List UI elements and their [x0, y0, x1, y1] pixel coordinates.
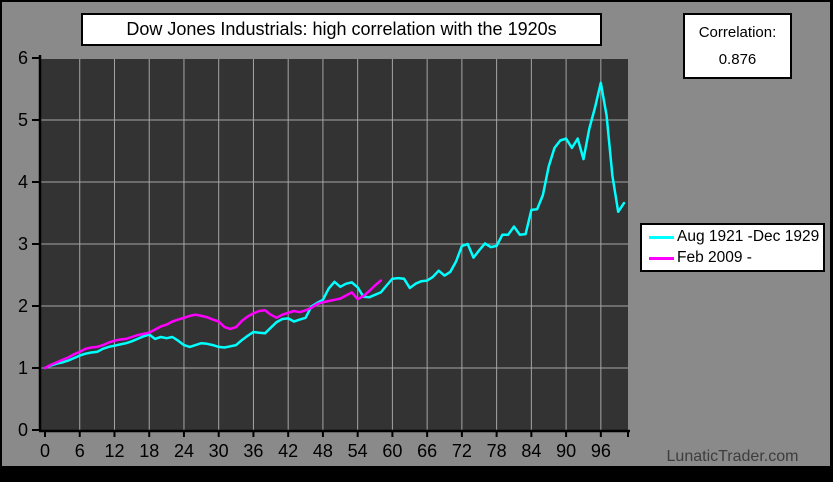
y-tick-label: 1: [17, 358, 28, 378]
chart-title: Dow Jones Industrials: high correlation …: [126, 19, 557, 39]
x-tick-label: 66: [417, 441, 438, 461]
correlation-value: 0.876: [718, 50, 757, 68]
x-tick-label: 42: [278, 441, 299, 461]
x-tick-label: 30: [208, 441, 229, 461]
series-line-2009: [43, 279, 383, 370]
y-tick-label: 4: [17, 172, 28, 192]
correlation-box: Correlation: 0.876: [683, 13, 792, 79]
y-tick-label: 3: [17, 234, 28, 254]
x-tick-label: 48: [312, 441, 333, 461]
x-tick-label: 54: [347, 441, 368, 461]
x-tick-label: 84: [521, 441, 542, 461]
x-tick-label: 96: [590, 441, 611, 461]
legend-label-1920s: Aug 1921 -Dec 1929: [677, 228, 820, 245]
x-tick-label: 60: [382, 441, 403, 461]
correlation-label: Correlation:: [698, 24, 777, 42]
y-tick-label: 0: [17, 420, 28, 440]
chart-title-box: Dow Jones Industrials: high correlation …: [81, 13, 602, 46]
legend-line-swatch-magenta: [649, 256, 674, 260]
x-tick-label: 36: [243, 441, 264, 461]
x-tick-label: 78: [486, 441, 507, 461]
legend-line-swatch-cyan: [649, 235, 674, 239]
watermark-text: LunaticTrader.com: [666, 448, 799, 465]
x-tick-label: 0: [39, 441, 50, 461]
x-tick-label: 90: [556, 441, 577, 461]
x-tick-label: 6: [74, 441, 85, 461]
x-tick-label: 12: [104, 441, 125, 461]
x-tick-label: 18: [139, 441, 160, 461]
x-tick-label: 24: [173, 441, 194, 461]
legend-label-2009: Feb 2009 -: [677, 249, 752, 266]
y-tick-label: 5: [17, 110, 28, 130]
legend-item-1920s: Aug 1921 -Dec 1929: [642, 228, 823, 246]
series-line-1920s: [43, 81, 626, 370]
y-tick-label: 2: [17, 296, 28, 316]
legend: Aug 1921 -Dec 1929 Feb 2009 -: [640, 223, 825, 272]
legend-item-2009: Feb 2009 -: [642, 249, 823, 267]
y-tick-label: 6: [17, 48, 28, 68]
x-tick-label: 72: [451, 441, 472, 461]
